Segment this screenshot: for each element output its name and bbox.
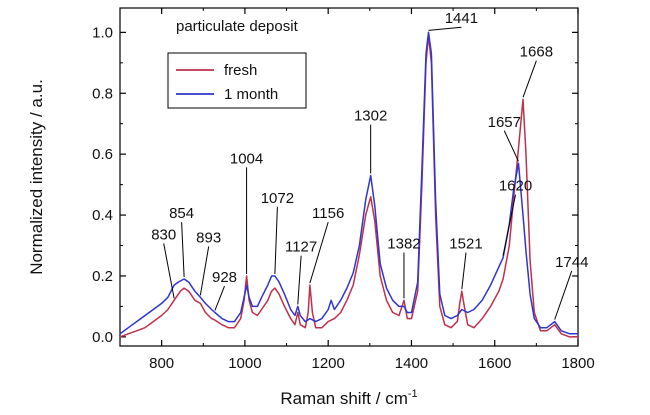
x-tick-label: 1400	[395, 355, 428, 372]
series-line-1-month	[119, 31, 578, 335]
legend-label: fresh	[224, 62, 257, 79]
peak-label: 1521	[449, 236, 482, 253]
peak-leader	[274, 206, 278, 274]
peak-leader	[502, 194, 517, 256]
peak-leader	[199, 246, 210, 296]
peak-label: 1156	[312, 205, 344, 222]
peak-label: 893	[196, 229, 221, 246]
y-axis-title: Normalized intensity / a.u.	[27, 79, 46, 275]
x-tick-label: 1200	[311, 355, 344, 372]
peak-leader	[522, 60, 537, 98]
peak-leader	[163, 243, 175, 299]
peak-label: 1657	[488, 114, 521, 131]
peak-label: 928	[212, 269, 237, 286]
x-axis-title: Raman shift / cm-1	[280, 388, 417, 408]
peak-leader	[214, 285, 225, 311]
peak-label: 1668	[520, 44, 553, 61]
peak-label: 1302	[354, 108, 387, 125]
peak-leader	[309, 221, 329, 284]
y-tick-label: 0.4	[92, 207, 113, 224]
peak-label: 830	[151, 226, 176, 243]
y-tick-label: 0.0	[92, 329, 113, 346]
y-tick-label: 1.0	[92, 24, 113, 41]
legend-label: 1 month	[224, 86, 278, 103]
chart-title: particulate deposit	[176, 18, 299, 35]
peak-label: 1072	[261, 190, 294, 207]
x-tick-label: 800	[149, 355, 174, 372]
plot-frame	[119, 7, 579, 347]
x-axis-title-main: Raman shift / cm	[280, 389, 408, 408]
peak-label: 854	[169, 205, 194, 222]
legend-box	[167, 52, 307, 109]
peak-label: 1744	[555, 254, 588, 271]
x-tick-label: 1600	[478, 355, 511, 372]
x-tick-label: 1000	[228, 355, 261, 372]
legend: fresh 1 month	[167, 52, 307, 109]
peak-leader	[181, 222, 185, 278]
y-tick-label: 0.2	[92, 268, 113, 285]
peak-label: 1382	[387, 236, 420, 253]
peak-leader	[428, 26, 462, 31]
y-tick-label: 0.6	[92, 146, 113, 163]
peak-leader	[461, 252, 467, 290]
peak-leader	[297, 255, 302, 305]
peak-label: 1004	[230, 150, 263, 167]
x-axis-title-superscript: -1	[408, 388, 418, 400]
peak-label: 1127	[285, 239, 317, 256]
series-line-fresh	[119, 34, 578, 338]
peak-leader	[503, 130, 519, 162]
y-tick-label: 0.8	[92, 85, 113, 102]
plot-area: 800 1000 1200 1400 1600 1800 0.0 0.2 0.4 0.6 0.8 1.…	[92, 7, 595, 372]
x-tick-label: 1800	[561, 355, 594, 372]
peak-label: 1620	[499, 178, 532, 195]
peak-label: 1441	[445, 10, 478, 27]
peak-leader	[554, 270, 573, 320]
